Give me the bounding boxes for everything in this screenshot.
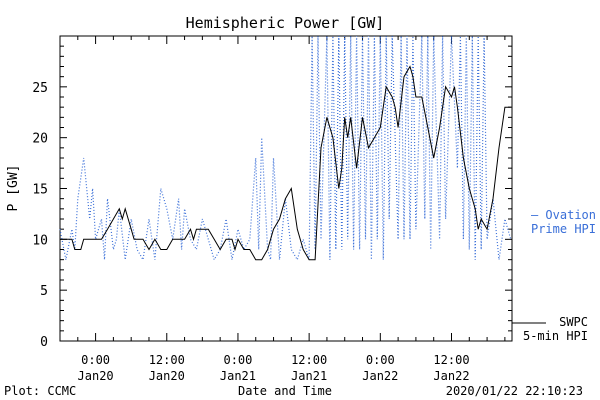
y-axis-label: P [GW] [6, 165, 21, 212]
plot-frame [59, 35, 513, 342]
series-layer [59, 35, 512, 262]
x-tick-time-label: 12:00 [149, 353, 185, 367]
x-axis: 0:00 Jan20 12:00 Jan20 0:00 Jan21 12:00 Jan21 0:… [59, 36, 506, 383]
legend-label: Prime HPI [531, 222, 596, 236]
legend-label: 5-min HPI [523, 329, 588, 343]
x-tick-date-label: Jan21 [291, 369, 327, 383]
x-tick-time-label: 0:00 [366, 353, 395, 367]
y-tick-label: 25 [32, 81, 48, 96]
x-tick-date-label: Jan20 [78, 369, 114, 383]
chart-title: Hemispheric Power [GW] [186, 14, 385, 32]
plot-credit: Plot: CCMC [4, 384, 76, 398]
series-line-swpc-hpi [60, 65, 511, 261]
x-tick-date-label: Jan21 [220, 369, 256, 383]
legend-label: — Ovation [531, 208, 596, 222]
y-tick-label: 5 [40, 284, 48, 299]
x-tick-time-label: 12:00 [433, 353, 469, 367]
y-axis: 0 5 10 15 20 25 [32, 35, 512, 350]
plot-timestamp: 2020/01/22 22:10:23 [446, 384, 583, 398]
x-axis-label: Date and Time [238, 384, 332, 398]
y-tick-label: 0 [40, 335, 48, 350]
x-tick-date-label: Jan22 [433, 369, 469, 383]
x-tick-date-label: Jan20 [149, 369, 185, 383]
y-tick-label: 10 [32, 233, 48, 248]
x-tick-time-label: 0:00 [81, 353, 110, 367]
series-line-ovation-prime-hpi [59, 35, 512, 262]
x-tick-time-label: 12:00 [291, 353, 327, 367]
y-tick-label: 15 [32, 183, 48, 198]
x-tick-date-label: Jan22 [362, 369, 398, 383]
y-tick-label: 20 [32, 132, 48, 147]
x-tick-time-label: 0:00 [223, 353, 252, 367]
legend-label: SWPC [559, 315, 588, 329]
